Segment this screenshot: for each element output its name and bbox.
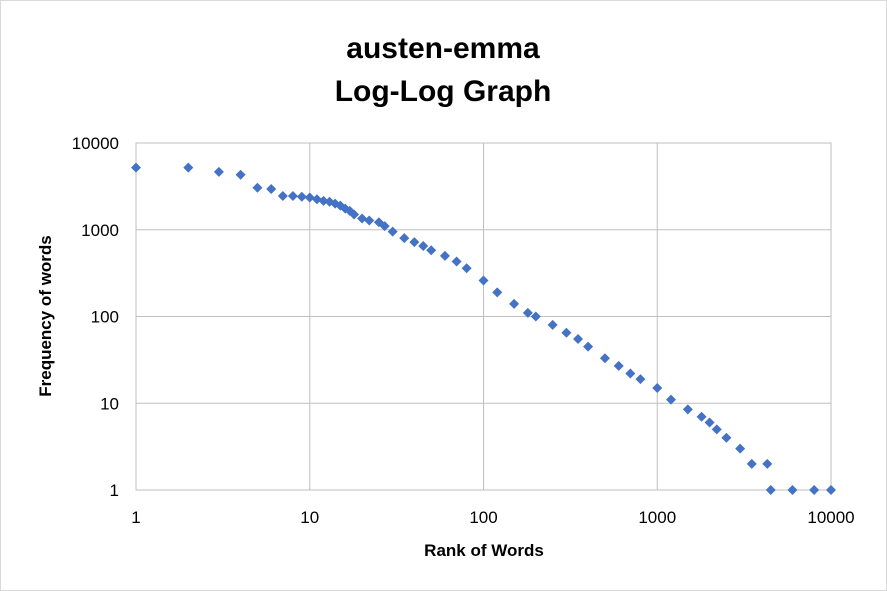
data-point bbox=[666, 394, 677, 405]
data-point bbox=[746, 458, 757, 469]
data-point bbox=[252, 182, 263, 193]
plot-area bbox=[135, 142, 832, 491]
data-point bbox=[583, 341, 594, 352]
data-point bbox=[451, 256, 462, 267]
x-tick-label: 10000 bbox=[807, 508, 854, 527]
data-point bbox=[765, 485, 776, 495]
chart-title-line-1: austen-emma bbox=[346, 32, 540, 65]
data-point bbox=[492, 287, 503, 298]
data-point bbox=[213, 166, 224, 177]
data-point bbox=[399, 233, 410, 244]
data-point bbox=[183, 162, 194, 173]
data-point bbox=[357, 213, 368, 224]
data-point bbox=[652, 382, 663, 393]
data-point bbox=[762, 458, 773, 469]
data-point bbox=[379, 221, 390, 232]
y-tick-label: 10000 bbox=[72, 134, 119, 153]
data-point bbox=[304, 192, 315, 203]
data-point bbox=[364, 215, 375, 226]
data-point bbox=[277, 190, 288, 201]
data-point bbox=[461, 263, 472, 274]
data-point bbox=[439, 250, 450, 261]
data-point bbox=[561, 327, 572, 338]
data-point bbox=[704, 417, 715, 428]
data-point bbox=[287, 190, 298, 201]
data-point bbox=[387, 226, 398, 237]
x-axis-ticks: 1 10 100 1000 10000 bbox=[131, 508, 854, 527]
data-point bbox=[418, 240, 429, 251]
y-tick-label: 10 bbox=[100, 394, 119, 413]
data-point bbox=[478, 275, 489, 286]
data-point bbox=[599, 353, 610, 364]
x-axis-title: Rank of Words bbox=[424, 541, 544, 560]
data-point bbox=[809, 485, 820, 495]
data-point bbox=[635, 374, 646, 385]
x-tick-label: 1 bbox=[131, 508, 140, 527]
data-point bbox=[509, 298, 520, 309]
data-point bbox=[522, 307, 533, 318]
data-point bbox=[613, 360, 624, 371]
y-axis-title: Frequency of words bbox=[36, 235, 55, 397]
y-tick-label: 100 bbox=[91, 308, 119, 327]
data-point bbox=[547, 319, 558, 330]
data-point bbox=[426, 245, 437, 256]
data-point bbox=[409, 237, 420, 248]
data-point bbox=[530, 311, 541, 322]
data-point bbox=[296, 191, 307, 202]
y-tick-label: 1 bbox=[110, 481, 119, 500]
data-point bbox=[573, 334, 584, 345]
data-point bbox=[735, 443, 746, 454]
data-point bbox=[318, 195, 329, 206]
chart-title-line-2: Log-Log Graph bbox=[335, 75, 552, 108]
y-axis-ticks: 1 10 100 1000 10000 bbox=[72, 134, 119, 500]
data-point bbox=[721, 432, 732, 443]
data-point bbox=[696, 411, 707, 422]
x-tick-label: 100 bbox=[469, 508, 497, 527]
data-point bbox=[682, 404, 693, 415]
data-point bbox=[787, 485, 798, 495]
x-tick-label: 1000 bbox=[638, 508, 676, 527]
data-point bbox=[235, 169, 246, 180]
data-point bbox=[826, 485, 836, 495]
data-point bbox=[349, 209, 360, 220]
data-markers bbox=[131, 162, 836, 495]
data-point bbox=[625, 368, 636, 379]
data-point bbox=[711, 424, 722, 435]
data-point bbox=[266, 183, 277, 194]
data-point bbox=[131, 162, 141, 173]
y-tick-label: 1000 bbox=[81, 221, 119, 240]
x-tick-label: 10 bbox=[300, 508, 319, 527]
